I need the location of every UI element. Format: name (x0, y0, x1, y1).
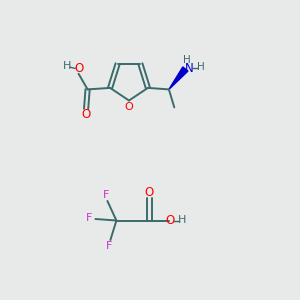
Text: O: O (145, 185, 154, 199)
Text: F: F (106, 241, 112, 251)
Text: O: O (166, 214, 175, 227)
Text: H: H (62, 61, 71, 71)
Text: O: O (124, 102, 134, 112)
Text: O: O (74, 62, 83, 76)
Polygon shape (169, 67, 188, 89)
Text: F: F (103, 190, 110, 200)
Text: H: H (178, 215, 186, 225)
Text: H: H (196, 62, 204, 73)
Text: N: N (184, 62, 194, 75)
Text: O: O (82, 108, 91, 122)
Text: F: F (86, 213, 93, 224)
Text: H: H (183, 55, 191, 65)
